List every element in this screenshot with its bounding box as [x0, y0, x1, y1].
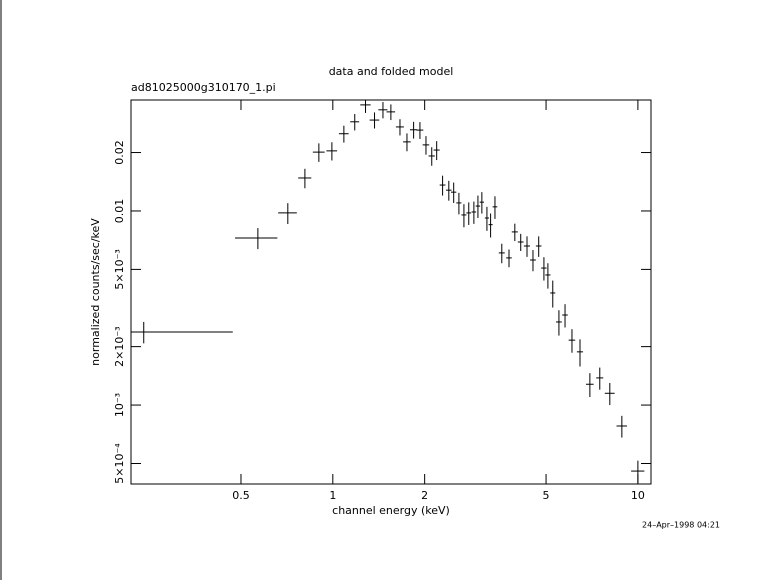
x-tick-label: 2 [421, 489, 428, 502]
y-tick-label: 5×10⁻⁴ [113, 443, 126, 484]
x-tick-label: 10 [631, 489, 645, 502]
data-points [131, 100, 645, 483]
chart-subtitle: ad81025000g310170_1.pi [131, 81, 276, 94]
y-tick-label: 2×10⁻³ [113, 326, 126, 366]
x-axis-label: channel energy (keV) [332, 504, 450, 517]
timestamp: 24–Apr–1998 04:21 [642, 521, 720, 530]
y-tick-label: 0.02 [113, 140, 126, 165]
plot-frame [130, 99, 652, 485]
x-tick-label: 0.5 [232, 489, 250, 502]
y-tick-label: 0.01 [113, 199, 126, 224]
x-tick-label: 5 [543, 489, 550, 502]
y-tick-label: 5×10⁻³ [113, 249, 126, 289]
y-axis-label: normalized counts/sec/keV [89, 218, 102, 366]
chart-title: data and folded model [329, 65, 454, 78]
y-tick-label: 10⁻³ [113, 393, 126, 417]
x-tick-label: 1 [329, 489, 336, 502]
